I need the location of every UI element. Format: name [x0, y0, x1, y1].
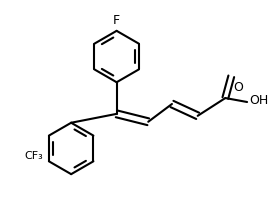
Text: O: O	[233, 81, 243, 94]
Text: CF₃: CF₃	[25, 151, 44, 161]
Text: OH: OH	[249, 93, 268, 106]
Text: F: F	[113, 14, 120, 27]
